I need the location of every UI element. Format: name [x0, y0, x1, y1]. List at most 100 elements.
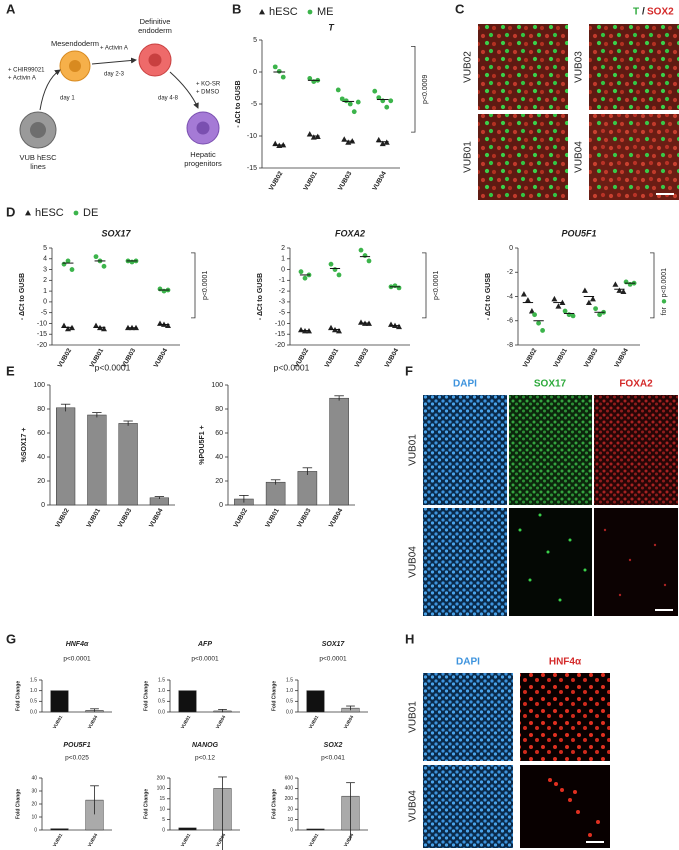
y-tick-label: 1.5: [158, 677, 165, 683]
y-tick-label: 1.5: [30, 677, 37, 683]
x-tick-label: VUB04: [87, 832, 99, 847]
data-point: [306, 131, 313, 137]
y-tick-label: -10: [37, 320, 47, 327]
y-axis-label: %POU5F1 +: [199, 425, 206, 465]
y-tick-label: -8: [507, 342, 513, 349]
data-point: [593, 306, 598, 312]
chart-title: T: [328, 22, 335, 32]
row-label: VUB04: [408, 546, 419, 578]
bar: [118, 423, 138, 506]
data-point: [165, 322, 171, 328]
panel-label: E: [6, 363, 15, 378]
stain-header: DAPI: [456, 657, 480, 668]
y-tick-label: 5: [253, 37, 257, 44]
y-tick-label: -20: [275, 342, 285, 349]
y-tick-label: 0.5: [30, 699, 37, 705]
edge-label: day 1: [60, 96, 75, 102]
data-point: [101, 325, 107, 332]
x-tick-label: VUB01: [264, 507, 281, 529]
y-tick-label: 60: [37, 430, 45, 437]
y-tick-label: 15: [159, 796, 165, 802]
micrograph: [423, 765, 513, 848]
sparse-cells: [603, 528, 667, 597]
data-point: [280, 74, 286, 80]
annotation: for: [661, 307, 668, 316]
y-tick-label: 0: [290, 827, 293, 833]
y-tick-label: 20: [215, 478, 223, 485]
annotation: p<0.041: [321, 755, 345, 762]
bar: [178, 827, 197, 831]
diagram: VUB hESC lines Mesendoderm Definitive en…: [8, 17, 222, 171]
circle: [538, 513, 542, 517]
x-tick-label: VUB02: [57, 347, 74, 369]
circle: [568, 798, 572, 802]
y-tick-label: 0: [43, 299, 47, 306]
micrograph: [423, 508, 507, 616]
circle: [554, 782, 558, 786]
annotation: p<0.0001: [274, 362, 310, 372]
circle: [628, 558, 632, 562]
x-tick-label: VUB03: [337, 170, 354, 192]
bar: [329, 397, 349, 506]
annotation: p<0.025: [65, 755, 89, 762]
nucleus: [69, 60, 81, 72]
circle: [653, 543, 657, 547]
y-tick-label: 40: [31, 775, 37, 781]
edge-label: + Activin A: [8, 76, 36, 82]
data-point: [347, 101, 353, 107]
row-label: VUB01: [408, 434, 419, 466]
data-point: [524, 297, 531, 303]
micrograph: [589, 24, 679, 110]
data-point: [562, 308, 568, 314]
data-point: [93, 254, 99, 260]
node-label: Mesendoderm: [51, 39, 99, 48]
stain-header: DAPI: [453, 379, 477, 390]
data-point: [366, 258, 372, 264]
x-tick-label: VUB01: [86, 507, 103, 529]
y-tick-label: 1.0: [158, 688, 165, 694]
edge-label: + Activin A: [100, 46, 128, 52]
row-label: VUB02: [463, 51, 474, 83]
row-label: VUB04: [408, 790, 419, 822]
data-point: [328, 324, 334, 331]
data-point: [343, 98, 349, 104]
annotation: p<0.0001: [202, 271, 209, 300]
chart-title: FOXA2: [335, 228, 365, 238]
node-label: endoderm: [138, 26, 172, 35]
panel-label: B: [232, 1, 241, 16]
y-tick-label: -5: [251, 101, 257, 108]
y-tick-label: 60: [215, 430, 223, 437]
edge-label: day 2-3: [104, 72, 125, 78]
y-tick-label: -10: [275, 320, 285, 327]
annotation: p<0.0001: [191, 656, 219, 663]
y-tick-label: -5: [41, 310, 47, 317]
panel-label: A: [6, 1, 16, 16]
y-tick-label: 1.5: [286, 677, 293, 683]
bracket: [191, 252, 196, 319]
nucleus: [30, 122, 46, 138]
annotation: p<0.0001: [661, 268, 668, 297]
circle: [573, 790, 577, 794]
y-axis-label: %SOX17 +: [21, 428, 28, 463]
data-point: [358, 247, 364, 253]
data-point: [351, 109, 357, 115]
y-tick-label: 200: [285, 796, 294, 802]
legend-label: hESC: [35, 207, 64, 219]
data-point: [372, 88, 378, 94]
y-tick-label: 10: [31, 814, 37, 820]
y-tick-label: 0: [162, 827, 165, 833]
edge-label: + CHIR99021: [8, 68, 45, 74]
data-point: [276, 68, 282, 74]
annotation-group: p<0.0009: [422, 74, 429, 103]
y-tick-label: 100: [33, 382, 45, 389]
edge-label: + DMSO: [196, 90, 220, 96]
x-tick-label: VUB01: [308, 714, 320, 729]
y-tick-label: 3: [43, 266, 47, 273]
x-tick-label: VUB04: [148, 507, 165, 529]
node-label: lines: [30, 162, 46, 171]
node-label: Hepatic: [190, 150, 216, 159]
y-axis-label: Fold Change: [143, 681, 149, 711]
circle: [576, 810, 580, 814]
y-tick-label: -2: [279, 288, 285, 295]
row-label: VUB01: [463, 141, 474, 173]
